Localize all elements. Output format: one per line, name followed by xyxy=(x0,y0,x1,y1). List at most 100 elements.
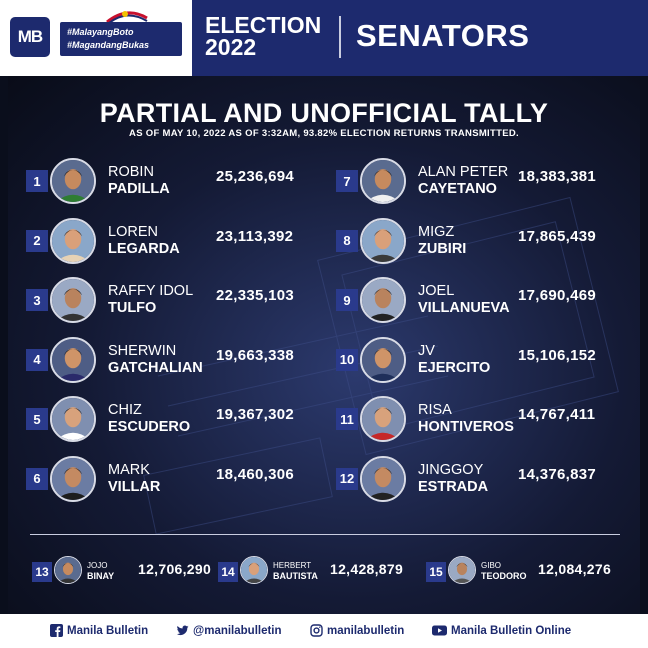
logo-area: MB #MalayangBoto #MagandangBukas xyxy=(0,0,192,76)
vote-count: 19,663,338 xyxy=(216,346,295,364)
candidate-photo xyxy=(240,556,268,584)
twitter-icon xyxy=(176,625,189,636)
candidate-last-name: ZUBIRI xyxy=(418,240,467,257)
header-bar: MB #MalayangBoto #MagandangBukas ELECTIO… xyxy=(0,0,648,76)
rank-badge: 3 xyxy=(26,289,48,311)
rank-badge: 2 xyxy=(26,229,48,252)
rank-badge: 12 xyxy=(336,467,358,490)
vote-count: 25,236,694 xyxy=(216,168,295,185)
candidate-first-name: JINGGOY xyxy=(418,461,484,478)
rank-badge: 14 xyxy=(218,562,238,582)
candidate-last-name: BAUTISTA xyxy=(273,571,318,581)
vote-count: 12,428,879 xyxy=(330,561,404,577)
candidate-first-name: CHIZ xyxy=(108,402,142,418)
vote-count: 18,383,381 xyxy=(518,168,597,185)
candidate-first-name: SHERWIN xyxy=(108,342,177,359)
candidate-entry-6: 6 MARK VILLAR 18,460,306 xyxy=(26,455,326,506)
candidate-photo xyxy=(54,556,82,584)
twitter-link[interactable]: @manilabulletin xyxy=(176,624,282,637)
mb-logo: MB xyxy=(10,17,50,57)
hashtag-line-2: #MagandangBukas xyxy=(67,40,150,50)
instagram-label: manilabulletin xyxy=(327,624,405,637)
candidate-entry-13: 13 JOJO BINAY 12,706,290 xyxy=(32,556,232,586)
candidate-first-name: MARK xyxy=(108,461,150,478)
candidate-entry-2: 2 LOREN LEGARDA 23,113,392 xyxy=(26,217,326,268)
candidate-photo xyxy=(360,217,406,264)
vote-count: 17,865,439 xyxy=(518,227,597,245)
rank-badge: 9 xyxy=(336,289,358,311)
vote-count: 14,376,837 xyxy=(518,465,597,483)
tally-panel: PARTIAL AND UNOFFICIAL TALLY AS OF MAY 1… xyxy=(8,76,640,614)
candidate-first-name: JOJO xyxy=(87,561,108,570)
rank-badge: 5 xyxy=(26,408,48,430)
candidate-photo xyxy=(448,556,476,584)
facebook-link[interactable]: Manila Bulletin xyxy=(50,624,148,637)
candidate-photo xyxy=(50,336,96,383)
candidate-last-name: CAYETANO xyxy=(418,181,497,197)
candidate-last-name: EJERCITO xyxy=(418,359,491,376)
rank-badge: 10 xyxy=(336,348,358,371)
section-divider xyxy=(30,534,620,535)
candidate-entry-8: 8 MIGZ ZUBIRI 17,865,439 xyxy=(336,217,636,268)
facebook-label: Manila Bulletin xyxy=(67,624,149,637)
candidate-first-name: RAFFY IDOL xyxy=(108,283,194,299)
candidate-entry-15: 15 GIBO TEODORO 12,084,276 xyxy=(426,556,626,586)
candidate-entry-1: 1 ROBIN PADILLA 25,236,694 xyxy=(26,158,326,208)
candidate-first-name: LOREN xyxy=(108,223,158,240)
election-label: ELECTION 2022 xyxy=(205,14,321,60)
candidate-last-name: TULFO xyxy=(108,300,157,316)
candidate-photo xyxy=(50,217,96,264)
candidate-first-name: ALAN PETER xyxy=(418,164,509,180)
candidate-first-name: RISA xyxy=(418,402,452,418)
vote-count: 19,367,302 xyxy=(216,406,295,423)
candidate-first-name: MIGZ xyxy=(418,223,455,240)
hashtag-box: #MalayangBoto #MagandangBukas xyxy=(60,22,182,56)
candidate-photo xyxy=(360,336,406,383)
youtube-icon xyxy=(432,625,447,636)
rank-badge: 7 xyxy=(336,170,358,192)
candidate-entry-10: 10 JV EJERCITO 15,106,152 xyxy=(336,336,636,387)
vote-count: 12,706,290 xyxy=(138,561,212,577)
vote-count: 15,106,152 xyxy=(518,346,597,364)
rank-badge: 4 xyxy=(26,348,48,371)
candidate-first-name: JV xyxy=(418,342,435,359)
rank-badge: 13 xyxy=(32,562,52,582)
candidate-last-name: PADILLA xyxy=(108,181,170,197)
rank-badge: 11 xyxy=(336,408,358,430)
candidate-photo xyxy=(50,277,96,323)
candidate-photo xyxy=(360,158,406,204)
category-title: SENATORS xyxy=(356,18,530,53)
candidate-photo xyxy=(50,396,96,442)
candidate-entry-11: 11 RISA HONTIVEROS 14,767,411 xyxy=(336,396,636,446)
vote-count: 17,690,469 xyxy=(518,287,597,304)
election-year: 2022 xyxy=(205,34,257,60)
vote-count: 22,335,103 xyxy=(216,287,295,304)
rank-badge: 8 xyxy=(336,229,358,252)
instagram-link[interactable]: manilabulletin xyxy=(310,624,404,637)
candidate-entry-9: 9 JOEL VILLANUEVA 17,690,469 xyxy=(336,277,636,327)
candidate-first-name: HERBERT xyxy=(273,561,312,570)
candidate-photo xyxy=(360,455,406,502)
tally-subtitle: AS OF MAY 10, 2022 AS OF 3:32AM, 93.82% … xyxy=(129,128,519,139)
rank-badge: 15 xyxy=(426,562,446,582)
candidate-last-name: HONTIVEROS xyxy=(418,419,514,435)
rank-badge: 1 xyxy=(26,170,48,192)
candidate-photo xyxy=(50,455,96,502)
vote-count: 23,113,392 xyxy=(216,227,294,245)
instagram-icon xyxy=(310,624,323,637)
rank-badge: 6 xyxy=(26,467,48,490)
candidate-last-name: BINAY xyxy=(87,571,115,581)
vote-count: 12,084,276 xyxy=(538,561,612,577)
candidate-last-name: GATCHALIAN xyxy=(108,359,203,376)
candidate-photo xyxy=(360,396,406,442)
candidate-last-name: ESCUDERO xyxy=(108,419,191,435)
candidate-last-name: TEODORO xyxy=(481,571,527,581)
candidate-last-name: VILLANUEVA xyxy=(418,300,510,316)
header-divider xyxy=(339,16,341,58)
candidate-last-name: ESTRADA xyxy=(418,478,489,495)
candidate-entry-12: 12 JINGGOY ESTRADA 14,376,837 xyxy=(336,455,636,506)
vote-count: 14,767,411 xyxy=(518,406,596,423)
tally-title: PARTIAL AND UNOFFICIAL TALLY xyxy=(99,98,549,128)
candidate-entry-7: 7 ALAN PETER CAYETANO 18,383,381 xyxy=(336,158,636,208)
youtube-link[interactable]: Manila Bulletin Online xyxy=(432,624,571,637)
